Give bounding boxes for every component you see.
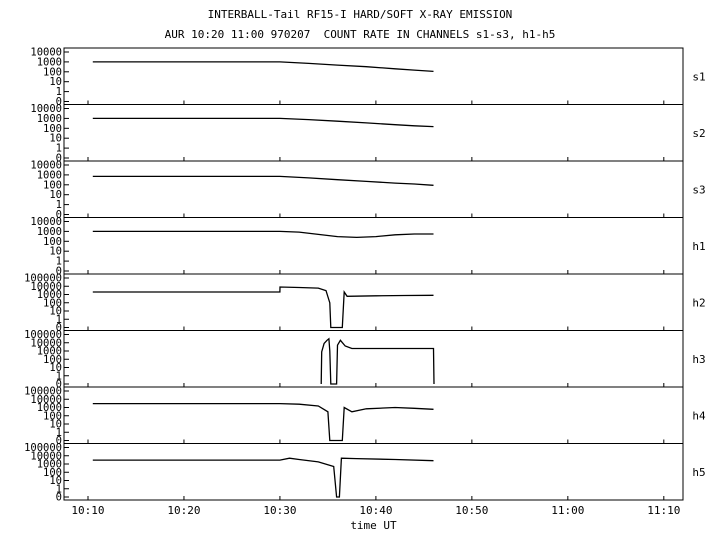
y-tick-label-h5: 100000	[24, 442, 62, 454]
x-tick-label: 10:40	[359, 504, 392, 517]
panel-label-s2: s2	[692, 127, 705, 140]
y-tick-label-h3: 10	[49, 362, 62, 374]
y-tick-label-s3: 0	[56, 209, 62, 221]
y-tick-label-h3: 1	[56, 370, 62, 382]
y-tick-label-h1: 1	[56, 256, 62, 268]
series-line-s1	[92, 61, 434, 73]
y-tick-label-h2: 100000	[24, 273, 62, 285]
y-tick-label-h2: 100	[43, 297, 62, 309]
panel-label-h2: h2	[692, 296, 705, 309]
y-tick-label-h4: 100000	[24, 386, 62, 398]
y-tick-label-h1: 10	[49, 246, 62, 258]
y-tick-label-h2: 10	[49, 306, 62, 318]
y-tick-label-h1: 1000	[37, 226, 62, 238]
series-line-h5	[92, 457, 434, 498]
panel-label-s1: s1	[692, 70, 705, 83]
y-tick-label-h1: 10000	[30, 216, 62, 228]
x-axis-label: time UT	[350, 519, 397, 532]
y-tick-label-h4: 10000	[30, 394, 62, 406]
y-tick-label-h3: 10000	[30, 337, 62, 349]
y-tick-label-h5: 10000	[30, 450, 62, 462]
panel-frame-h5	[63, 443, 684, 501]
y-tick-label-s2: 10000	[30, 103, 62, 115]
series-line-h2	[92, 286, 434, 329]
y-tick-label-h4: 100	[43, 410, 62, 422]
panel-label-h3: h3	[692, 353, 705, 366]
y-tick-label-s3: 1000	[37, 169, 62, 181]
panel-label-h5: h5	[692, 466, 705, 479]
y-tick-label-s2: 0	[56, 153, 62, 165]
y-tick-label-h2: 0	[56, 322, 62, 334]
panel-frame-s2	[63, 104, 684, 162]
y-tick-label-s1: 10	[49, 76, 62, 88]
y-tick-label-h4: 0	[56, 435, 62, 447]
panel-label-h4: h4	[692, 409, 706, 422]
y-tick-label-s2: 1000	[37, 113, 62, 125]
y-tick-label-h2: 10000	[30, 281, 62, 293]
series-line-h3	[320, 337, 435, 385]
y-tick-label-h5: 1	[56, 483, 62, 495]
y-tick-label-h5: 0	[56, 492, 62, 504]
x-tick-label: 11:00	[551, 504, 584, 517]
series-line-s2	[92, 117, 434, 128]
y-tick-label-s2: 100	[43, 123, 62, 135]
y-tick-label-h1: 0	[56, 266, 62, 278]
panel-frame-h4	[63, 386, 684, 444]
panel-label-s3: s3	[692, 183, 705, 196]
y-tick-label-h1: 100	[43, 236, 62, 248]
x-tick-label: 10:10	[71, 504, 104, 517]
y-tick-label-h5: 100	[43, 467, 62, 479]
y-tick-label-s3: 100	[43, 179, 62, 191]
y-tick-label-h3: 100	[43, 354, 62, 366]
x-tick-label: 10:50	[455, 504, 488, 517]
y-tick-label-s3: 1	[56, 199, 62, 211]
y-tick-label-h4: 1000	[37, 402, 62, 414]
series-line-h4	[92, 402, 434, 442]
y-tick-label-s2: 1	[56, 143, 62, 155]
y-tick-label-h3: 0	[56, 379, 62, 391]
panel-frame-h3	[63, 330, 684, 388]
y-tick-label-s1: 1000	[37, 56, 62, 68]
series-line-s3	[92, 175, 434, 186]
y-tick-label-s2: 10	[49, 133, 62, 145]
y-tick-label-h2: 1000	[37, 289, 62, 301]
y-tick-label-s1: 10000	[30, 47, 62, 59]
y-tick-label-s3: 10000	[30, 160, 62, 172]
y-tick-label-h4: 1	[56, 427, 62, 439]
panel-frame-s3	[63, 160, 684, 218]
y-tick-label-h5: 10	[49, 475, 62, 487]
x-tick-label: 10:30	[263, 504, 296, 517]
series-line-h1	[92, 230, 434, 239]
x-tick-label: 10:20	[167, 504, 200, 517]
panel-frame-h2	[63, 273, 684, 331]
panel-label-h1: h1	[692, 240, 705, 253]
y-tick-label-h3: 100000	[24, 329, 62, 341]
panel-frame-s1	[63, 47, 684, 105]
y-tick-label-s1: 0	[56, 96, 62, 108]
y-tick-label-s3: 10	[49, 189, 62, 201]
x-tick-label: 11:10	[647, 504, 680, 517]
y-tick-label-h4: 10	[49, 419, 62, 431]
chart-title: INTERBALL-Tail RF15-I HARD/SOFT X-RAY EM…	[207, 8, 513, 21]
y-tick-label-s1: 1	[56, 86, 62, 98]
panel-frame-h1	[63, 217, 684, 275]
y-tick-label-h5: 1000	[37, 459, 62, 471]
chart-subtitle: AUR 10:20 11:00 970207 COUNT RATE IN CHA…	[164, 28, 556, 41]
y-tick-label-s1: 100	[43, 66, 62, 78]
y-tick-label-h3: 1000	[37, 346, 62, 358]
y-tick-label-h2: 1	[56, 314, 62, 326]
